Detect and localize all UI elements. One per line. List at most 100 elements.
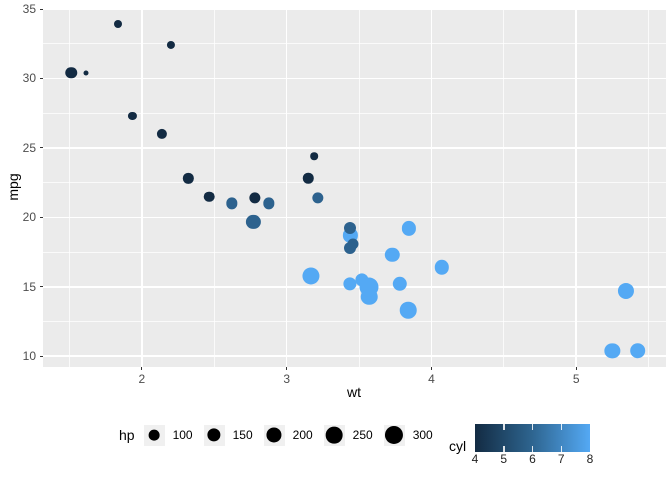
x-axis-tick xyxy=(430,367,432,370)
y-major-gridline xyxy=(43,77,666,80)
y-axis-title: mpg xyxy=(5,173,21,201)
hp-legend-title: hp xyxy=(119,427,135,443)
colorbar-tick xyxy=(503,424,505,430)
y-axis-tick-label: 35 xyxy=(22,2,36,17)
colorbar-tick xyxy=(531,424,534,430)
y-axis-tick-label: 30 xyxy=(22,71,36,86)
hp-legend-key-label: 200 xyxy=(292,428,313,442)
data-point xyxy=(385,247,400,263)
x-minor-gridline xyxy=(503,8,505,367)
y-axis-tick xyxy=(40,355,43,357)
y-axis-tick xyxy=(40,216,43,218)
data-point xyxy=(157,128,168,140)
data-point xyxy=(249,192,261,204)
x-major-gridline xyxy=(430,8,433,367)
x-minor-gridline xyxy=(213,8,215,367)
y-axis-tick xyxy=(40,286,43,288)
y-major-gridline xyxy=(43,8,666,10)
data-point xyxy=(434,260,449,275)
x-axis-tick xyxy=(575,367,577,370)
x-axis-title: wt xyxy=(347,384,361,400)
hp-legend-key-swatch xyxy=(203,424,225,446)
hp-legend-key-label: 250 xyxy=(352,428,373,442)
y-axis-tick-label: 25 xyxy=(22,140,36,155)
data-point xyxy=(128,111,137,121)
data-point xyxy=(400,302,417,319)
y-axis-tick-label: 20 xyxy=(22,210,36,225)
hp-legend-key-label: 150 xyxy=(232,428,253,442)
data-point xyxy=(604,343,621,359)
hp-legend-point-icon xyxy=(385,425,404,445)
data-point xyxy=(166,41,175,50)
data-point xyxy=(310,152,318,161)
y-major-gridline xyxy=(43,355,666,357)
x-major-gridline xyxy=(285,8,288,367)
data-point xyxy=(629,342,646,359)
colorbar-tick-label: 7 xyxy=(557,452,565,466)
data-point xyxy=(83,70,89,76)
data-point xyxy=(65,67,78,79)
colorbar-tick-label: 6 xyxy=(529,452,536,466)
hp-legend-key-swatch xyxy=(383,424,405,446)
hp-legend-key-swatch xyxy=(263,424,285,446)
x-axis-tick xyxy=(141,367,143,370)
color-legend-cyl: cyl 4 5 6 7 8 xyxy=(449,424,669,470)
colorbar-tick-label: 4 xyxy=(471,452,479,466)
hp-legend-key: 250 xyxy=(323,424,384,446)
x-minor-gridline xyxy=(358,8,360,367)
colorbar-tick-label: 5 xyxy=(500,452,508,466)
x-axis-tick-label: 5 xyxy=(572,372,580,386)
hp-legend-key: 200 xyxy=(263,424,324,446)
data-point xyxy=(183,173,194,184)
data-point xyxy=(303,173,314,184)
colorbar-tick xyxy=(503,446,505,452)
x-axis-tick-label: 4 xyxy=(428,372,435,386)
y-axis-tick xyxy=(40,147,43,149)
hp-legend-key-swatch xyxy=(143,424,165,446)
x-major-gridline xyxy=(575,8,577,367)
y-minor-gridline xyxy=(43,182,666,184)
y-axis-tick-label: 10 xyxy=(22,349,36,364)
data-point xyxy=(113,20,122,29)
data-point xyxy=(392,276,407,292)
hp-legend-key: 300 xyxy=(383,424,444,446)
colorbar-tick xyxy=(531,446,534,452)
hp-legend-key-label: 100 xyxy=(172,428,193,442)
y-axis-tick xyxy=(40,77,43,79)
x-axis-tick xyxy=(286,367,288,370)
x-axis-tick-label: 3 xyxy=(283,372,290,386)
size-legend-hp: hp 100 150 200 250 300 xyxy=(119,424,444,446)
hp-legend-point-icon xyxy=(266,427,282,443)
colorbar-tick xyxy=(560,424,562,430)
hp-legend-key-label: 300 xyxy=(412,428,433,442)
data-point xyxy=(344,241,357,254)
y-axis-tick xyxy=(40,8,43,10)
hp-legend-key: 100 xyxy=(143,424,204,446)
x-major-gridline xyxy=(141,8,143,367)
hp-legend-point-icon xyxy=(148,429,160,441)
hp-legend-point-icon xyxy=(207,428,221,442)
y-major-gridline xyxy=(43,216,666,219)
plot-panel xyxy=(43,8,666,367)
y-minor-gridline xyxy=(43,112,666,114)
colorbar-tick xyxy=(560,446,562,452)
data-point xyxy=(225,197,238,210)
y-axis-tick-label: 15 xyxy=(22,279,36,294)
data-point xyxy=(203,191,215,202)
data-point xyxy=(246,214,261,229)
cyl-colorbar-gradient: 4 5 6 7 8 xyxy=(472,424,593,466)
hp-legend-key: 150 xyxy=(203,424,264,446)
hp-legend-point-icon xyxy=(325,426,343,444)
x-minor-gridline xyxy=(68,8,70,367)
y-minor-gridline xyxy=(43,43,666,45)
data-point xyxy=(359,277,379,297)
data-point xyxy=(302,267,320,285)
data-point xyxy=(312,192,324,204)
data-point xyxy=(262,197,275,210)
data-point xyxy=(401,221,417,236)
data-point xyxy=(618,282,635,299)
cyl-legend-title: cyl xyxy=(449,438,467,454)
x-axis-tick-label: 2 xyxy=(138,372,146,386)
hp-legend-key-swatch xyxy=(323,424,345,446)
